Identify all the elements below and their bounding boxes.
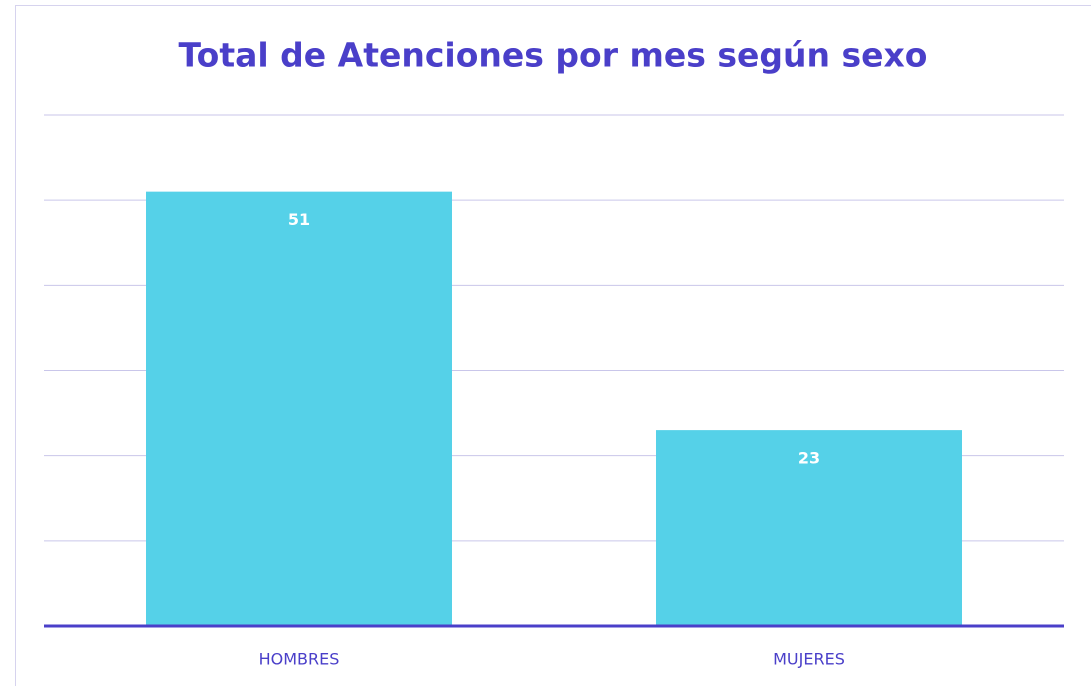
chart-title: Total de Atenciones por mes según sexo <box>179 36 928 75</box>
bar <box>656 430 962 626</box>
value-label: 51 <box>288 210 310 229</box>
bar <box>146 191 452 626</box>
value-label: 23 <box>798 449 820 468</box>
x-tick-label: HOMBRES <box>259 650 340 669</box>
x-tick-label: MUJERES <box>773 650 845 669</box>
